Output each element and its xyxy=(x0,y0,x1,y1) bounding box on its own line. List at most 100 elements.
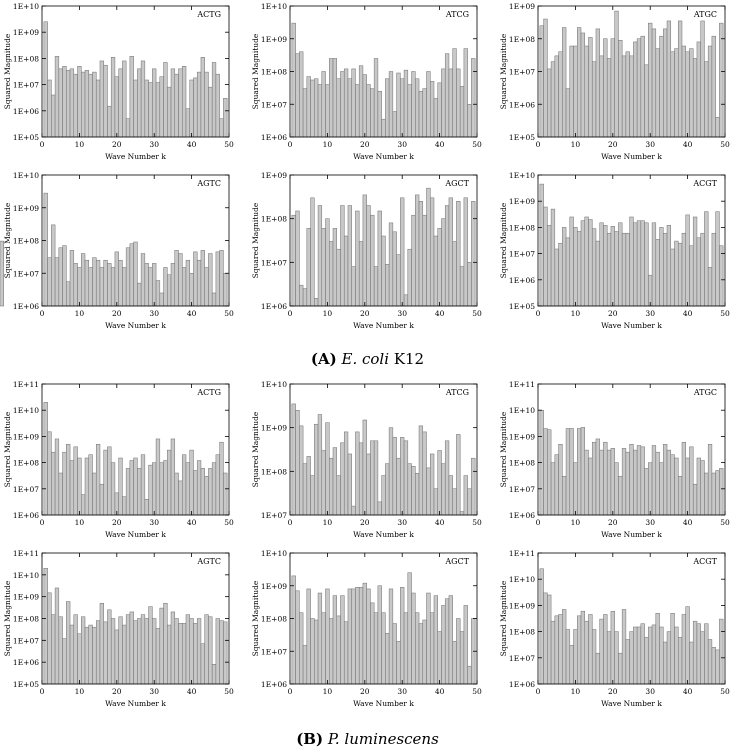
bar xyxy=(584,45,589,138)
y-tick-label: 1E+09 xyxy=(509,2,535,11)
chart-title: ATCG xyxy=(445,10,469,19)
bar xyxy=(366,205,371,307)
bar xyxy=(125,614,131,685)
x-tick-label: 50 xyxy=(224,518,234,527)
y-tick-label: 1E+10 xyxy=(261,549,287,558)
bar xyxy=(204,71,209,138)
bar xyxy=(562,609,567,685)
bar xyxy=(54,257,60,307)
bar xyxy=(685,606,690,685)
bar xyxy=(170,263,176,307)
bar xyxy=(441,218,446,307)
x-tick-label: 0 xyxy=(288,687,293,696)
bar xyxy=(377,501,382,516)
bar xyxy=(692,620,698,685)
bar xyxy=(66,601,71,685)
y-tick-label: 1E+07 xyxy=(261,647,287,656)
bar xyxy=(84,259,90,307)
bar xyxy=(644,64,649,138)
bar xyxy=(644,637,649,685)
bar xyxy=(129,243,134,307)
bar xyxy=(140,60,146,138)
chart-title: AGCT xyxy=(444,179,469,188)
x-tick-label: 10 xyxy=(323,518,333,527)
bar xyxy=(62,451,67,516)
caption-b-letter: (B) xyxy=(296,730,324,748)
bar xyxy=(456,434,461,516)
x-tick-label: 40 xyxy=(187,687,197,696)
y-tick-label: 1E+06 xyxy=(261,133,287,142)
bar xyxy=(565,237,571,307)
bar xyxy=(573,462,578,516)
bar xyxy=(400,78,405,138)
bar xyxy=(550,462,556,516)
x-tick-label: 40 xyxy=(187,140,197,149)
bar xyxy=(415,612,420,685)
bar xyxy=(340,71,345,138)
bar xyxy=(704,472,709,516)
bar xyxy=(606,449,612,516)
bar xyxy=(558,444,563,516)
bar xyxy=(366,453,371,516)
bar xyxy=(310,79,315,138)
bar xyxy=(430,612,435,685)
bar xyxy=(77,267,82,307)
x-tick-label: 30 xyxy=(397,309,407,318)
bar xyxy=(674,626,679,685)
bar xyxy=(208,86,213,138)
bar xyxy=(92,71,97,138)
bar xyxy=(189,449,194,516)
bar xyxy=(437,631,442,685)
bar xyxy=(678,20,683,138)
bar xyxy=(640,220,645,307)
bar xyxy=(692,58,698,138)
x-axis-label: Wave Number k xyxy=(105,530,166,539)
y-tick-label: 1E+11 xyxy=(13,380,39,389)
bar xyxy=(388,222,394,307)
bar xyxy=(347,453,352,516)
bar xyxy=(189,79,194,138)
bar xyxy=(148,82,153,138)
bar xyxy=(0,240,4,307)
y-tick-label: 1E+07 xyxy=(509,485,535,494)
bar xyxy=(659,35,664,138)
bar xyxy=(614,631,619,685)
x-tick-label: 0 xyxy=(536,687,541,696)
bar xyxy=(618,40,623,138)
bar xyxy=(122,267,127,307)
bar xyxy=(182,454,187,516)
x-tick-label: 30 xyxy=(397,687,407,696)
bar xyxy=(659,626,664,685)
bar xyxy=(299,51,304,138)
bar xyxy=(43,192,48,307)
x-tick-label: 0 xyxy=(40,687,45,696)
bar xyxy=(569,216,574,307)
bar xyxy=(448,475,453,516)
bar xyxy=(663,232,668,307)
bar xyxy=(595,240,600,307)
bar xyxy=(610,226,615,307)
bar xyxy=(459,266,465,307)
bar xyxy=(95,620,101,685)
x-tick-label: 10 xyxy=(323,140,333,149)
bar xyxy=(655,613,660,685)
bar xyxy=(295,590,300,685)
bar xyxy=(651,222,657,307)
x-tick-label: 50 xyxy=(224,140,234,149)
bar xyxy=(678,476,683,516)
bar xyxy=(310,475,315,516)
bar xyxy=(140,253,146,307)
bar xyxy=(196,618,202,685)
bar xyxy=(118,457,123,516)
bar xyxy=(554,454,559,516)
x-tick-label: 20 xyxy=(360,687,370,696)
bar xyxy=(137,618,142,685)
bar xyxy=(437,450,442,516)
bar xyxy=(54,587,60,685)
bar xyxy=(599,449,604,516)
x-tick-label: 10 xyxy=(571,518,581,527)
bar xyxy=(185,462,190,516)
bar xyxy=(670,613,675,685)
bar xyxy=(621,232,627,307)
bar xyxy=(554,615,559,685)
